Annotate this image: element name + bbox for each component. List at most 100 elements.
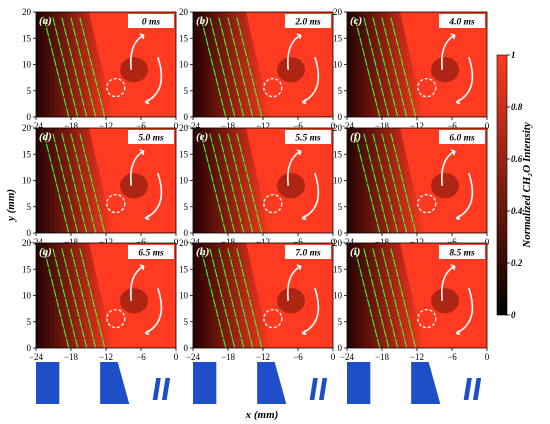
time-label: 6.0 ms bbox=[449, 134, 475, 144]
arrowhead-lower bbox=[455, 214, 461, 221]
y-tick-label: 0 bbox=[27, 112, 32, 122]
vortex-circle bbox=[417, 308, 437, 329]
y-tick-label: 5 bbox=[27, 202, 32, 212]
panel-label: (a) bbox=[39, 15, 52, 27]
vortex-circle bbox=[263, 77, 283, 98]
low-intensity-patch bbox=[431, 288, 459, 314]
y-tick-label: 10 bbox=[333, 291, 343, 301]
y-tick-label: 0 bbox=[338, 228, 343, 238]
y-tick-label: 15 bbox=[179, 149, 189, 159]
x-tick-label: −12 bbox=[99, 121, 113, 131]
y-tick-label: 20 bbox=[179, 238, 189, 248]
low-intensity-region bbox=[347, 128, 426, 233]
y-tick-label: 20 bbox=[333, 123, 343, 133]
time-box bbox=[128, 130, 174, 144]
velocity-vectors bbox=[200, 133, 263, 233]
time-box bbox=[285, 245, 331, 259]
time-label: 2.0 ms bbox=[294, 18, 321, 28]
y-tick-label: 5 bbox=[184, 202, 189, 212]
burner-slot bbox=[162, 378, 171, 400]
y-tick-label: 0 bbox=[184, 343, 189, 353]
time-label: 4.0 ms bbox=[448, 18, 475, 28]
vortex-circle bbox=[106, 308, 126, 329]
low-intensity-patch bbox=[431, 173, 459, 199]
x-tick-label: −6 bbox=[136, 352, 146, 362]
y-tick-label: 10 bbox=[179, 291, 189, 301]
x-tick-label: −6 bbox=[293, 121, 303, 131]
low-intensity-patch bbox=[120, 288, 148, 314]
time-box bbox=[439, 14, 485, 28]
vortex-circle bbox=[417, 77, 437, 98]
x-tick-label: −24 bbox=[186, 352, 201, 362]
arrowhead-upper bbox=[296, 149, 302, 156]
time-label: 7.0 ms bbox=[295, 249, 321, 259]
low-intensity-region bbox=[193, 128, 272, 233]
colorbar-gradient bbox=[496, 54, 508, 316]
burner-slot bbox=[152, 378, 161, 400]
x-tick-label: −12 bbox=[410, 352, 424, 362]
arrowhead-lower bbox=[144, 98, 150, 105]
y-tick-label: 5 bbox=[27, 86, 32, 96]
time-box bbox=[285, 14, 331, 28]
flow-arrow-upper bbox=[286, 150, 302, 186]
low-intensity-region bbox=[347, 243, 426, 348]
colorbar-tick-label: 1 bbox=[511, 50, 516, 60]
y-tick-label: 15 bbox=[333, 33, 343, 43]
burner-geometry bbox=[36, 362, 482, 404]
panel-label: (c) bbox=[350, 15, 362, 27]
x-tick-label: −6 bbox=[447, 237, 457, 247]
y-tick-label: 10 bbox=[179, 176, 189, 186]
flow-arrow-upper bbox=[440, 265, 456, 301]
time-box bbox=[439, 130, 485, 144]
panel-h: (h) 7.0 ms −24 −18 −12 −6 0 0 5 10 15 20 bbox=[179, 238, 336, 362]
velocity-vectors bbox=[43, 133, 106, 233]
velocity-vectors bbox=[43, 17, 106, 117]
arrowhead-lower bbox=[455, 329, 461, 336]
time-box bbox=[128, 245, 174, 259]
vortex-circle bbox=[263, 308, 283, 329]
y-tick-label: 0 bbox=[184, 228, 189, 238]
panel-g: (g) 6.5 ms −24 −18 −12 −6 0 0 5 10 15 20 bbox=[22, 238, 179, 362]
low-intensity-region bbox=[36, 12, 115, 117]
y-tick-label: 5 bbox=[184, 86, 189, 96]
y-tick-label: 15 bbox=[333, 264, 343, 274]
burner-slot bbox=[309, 378, 318, 400]
x-tick-label: −6 bbox=[447, 352, 457, 362]
panel-a: (a) 0 ms −24 −18 −12 −6 0 0 5 10 15 20 bbox=[22, 7, 179, 131]
arrowhead-upper bbox=[450, 149, 456, 156]
arrowhead-lower bbox=[301, 214, 307, 221]
y-tick-label: 20 bbox=[22, 7, 32, 17]
panel-label: (i) bbox=[350, 246, 360, 258]
x-tick-label: −12 bbox=[99, 237, 113, 247]
low-intensity-region bbox=[193, 243, 272, 348]
time-label: 5.5 ms bbox=[295, 134, 321, 144]
x-tick-label: −12 bbox=[410, 237, 424, 247]
x-tick-label: 0 bbox=[331, 237, 336, 247]
velocity-vectors bbox=[354, 248, 417, 348]
time-box bbox=[439, 245, 485, 259]
y-tick-label: 15 bbox=[22, 149, 32, 159]
x-tick-label: −6 bbox=[293, 352, 303, 362]
velocity-vectors bbox=[354, 133, 417, 233]
flow-arrow-upper bbox=[129, 265, 145, 301]
arrowhead-lower bbox=[144, 214, 150, 221]
y-tick-label: 5 bbox=[27, 317, 32, 327]
x-tick-label: −6 bbox=[136, 237, 146, 247]
low-intensity-patch bbox=[120, 173, 148, 199]
y-tick-label: 20 bbox=[333, 7, 343, 17]
panel-label: (b) bbox=[196, 15, 209, 27]
y-tick-label: 5 bbox=[338, 202, 343, 212]
y-tick-label: 20 bbox=[179, 7, 189, 17]
y-tick-label: 0 bbox=[338, 112, 343, 122]
arrowhead-lower bbox=[301, 329, 307, 336]
x-tick-label: −18 bbox=[221, 352, 236, 362]
burner-nozzle bbox=[411, 362, 441, 404]
y-tick-label: 20 bbox=[22, 123, 32, 133]
flow-arrow-upper bbox=[440, 34, 456, 70]
x-tick-label: −24 bbox=[186, 121, 201, 131]
low-intensity-region bbox=[36, 243, 115, 348]
burner-slot bbox=[463, 378, 472, 400]
panel-label: (e) bbox=[196, 131, 208, 143]
x-tick-label: 0 bbox=[174, 121, 179, 131]
